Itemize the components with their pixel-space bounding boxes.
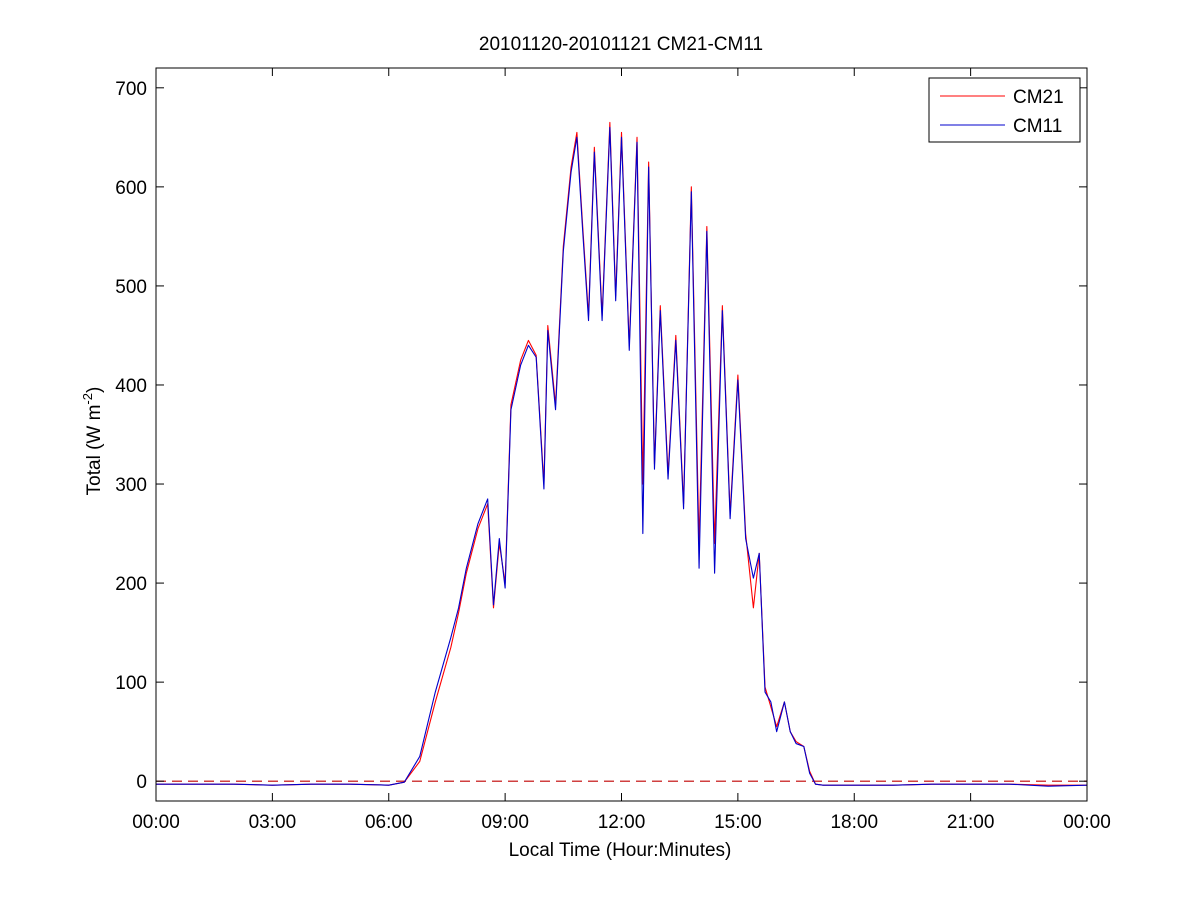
series-line-cm11: [156, 126, 1088, 787]
y-tick-label: 500: [115, 277, 147, 298]
plot-area: 00:00 03:00 06:00 09:00 12:00 15:00 18:00 21:00…: [115, 67, 1111, 833]
x-tick-label: 09:00: [481, 812, 529, 833]
x-tick-label: 06:00: [365, 812, 413, 833]
x-axis-title: Local Time (Hour:Minutes): [509, 840, 732, 861]
chart-title: 20101120-20101121 CM21-CM11: [479, 34, 763, 55]
x-tick-label: 00:00: [1063, 812, 1111, 833]
x-tick-label: 15:00: [714, 812, 762, 833]
y-tick-label: 200: [115, 574, 147, 595]
ticks-layer: 00:00 03:00 06:00 09:00 12:00 15:00 18:00 21:00…: [115, 68, 1111, 833]
y-axis-title-superscript: -2: [80, 393, 95, 405]
y-axis-title: Total (W m-2): [80, 387, 105, 496]
y-axis-title-close: ): [84, 387, 105, 393]
plot-background: [156, 68, 1087, 801]
x-tick-label: 18:00: [830, 812, 878, 833]
legend-box: [928, 77, 1081, 143]
y-tick-label: 700: [115, 79, 147, 100]
x-tick-label: 12:00: [598, 812, 646, 833]
x-tick-label: 00:00: [132, 812, 180, 833]
x-tick-label: 03:00: [249, 812, 297, 833]
y-axis-title-main: Total (W m: [84, 405, 105, 496]
legend-label-cm11: CM11: [1013, 116, 1062, 137]
x-tick-label: 21:00: [947, 812, 995, 833]
y-tick-label: 300: [115, 475, 147, 496]
series-layer: [156, 121, 1088, 787]
y-tick-label: 600: [115, 178, 147, 199]
legend: CM21 CM11: [928, 77, 1081, 143]
y-tick-label: 400: [115, 376, 147, 397]
legend-label-cm21: CM21: [1013, 87, 1064, 108]
y-tick-label: 100: [115, 673, 147, 694]
y-tick-label: 0: [136, 772, 147, 793]
